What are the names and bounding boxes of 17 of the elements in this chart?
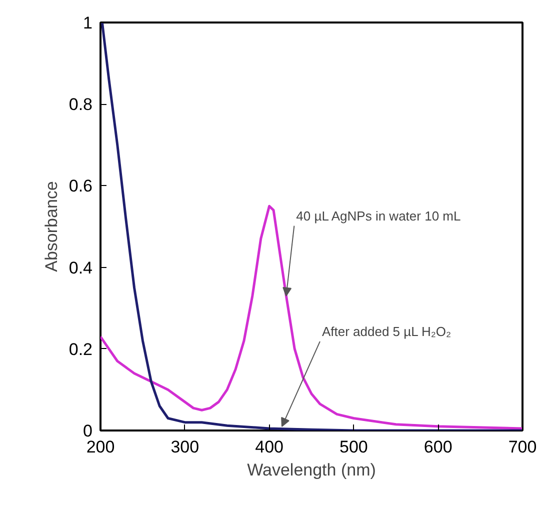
y-tick-label: 0.4	[68, 258, 93, 278]
y-tick-label: 0.2	[68, 340, 93, 359]
x-axis-title: Wavelength (nm)	[247, 460, 376, 480]
x-tick-label: 700	[508, 438, 537, 456]
x-tick-label: 600	[424, 438, 452, 456]
y-tick-label: 0	[83, 422, 93, 440]
line-series	[100, 22, 522, 430]
y-tick-label: 0.6	[68, 176, 93, 196]
x-tick-label: 400	[255, 438, 284, 456]
annotation: 40 µL AgNPs in water 10 mL	[296, 208, 461, 224]
y-tick-label: 0.8	[68, 95, 93, 114]
y-axis-title: Absorbance	[42, 181, 61, 272]
annotation: After added 5 µL H₂O₂	[322, 324, 452, 339]
x-tick-label: 500	[340, 438, 368, 456]
x-tick-label: 300	[170, 438, 200, 456]
y-tick-label: 1	[83, 14, 93, 32]
x-tick-label: 200	[86, 438, 115, 456]
